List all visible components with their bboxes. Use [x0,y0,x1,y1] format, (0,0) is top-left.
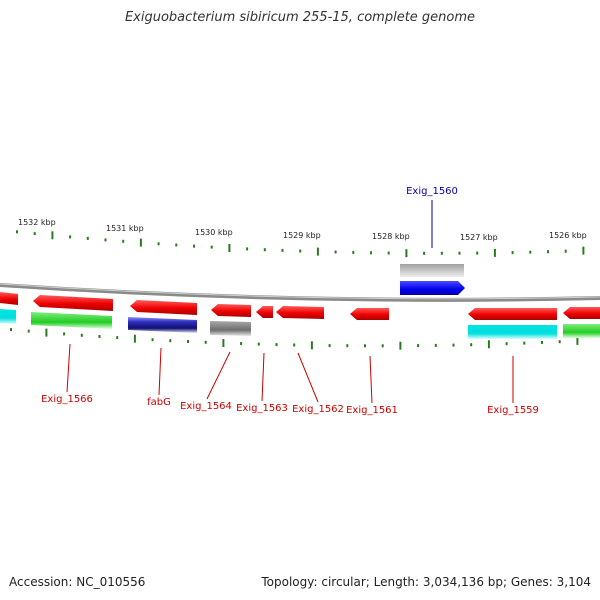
cds-exig-1559[interactable] [468,308,557,320]
tick-label-1526: 1526 kbp [549,231,587,240]
cds-exig-1566[interactable] [33,295,113,311]
cds-left-edge[interactable] [0,292,18,305]
tick-label-1527: 1527 kbp [460,233,498,242]
outer-ticks [16,230,585,258]
genome-summary-text: Topology: circular; Length: 3,034,136 bp… [261,575,591,589]
tick-label-1530: 1530 kbp [195,228,233,237]
cds-fabg[interactable] [130,300,197,315]
cds-exig-1561[interactable] [350,308,389,320]
gene-label-exig-1563: Exig_1563 [236,403,288,414]
track-right-edge-green [563,324,600,338]
tick-label-1531: 1531 kbp [106,224,144,233]
track-left-edge-cyan [0,309,16,324]
track-fabg-navy [128,317,197,333]
gene-label-exig-1566: Exig_1566 [41,394,93,405]
accession-text: Accession: NC_010556 [9,575,146,589]
tick-label-1528: 1528 kbp [372,232,410,241]
leader-exig-1563 [261,352,265,402]
cds-exig-1563[interactable] [256,306,273,318]
cds-right-edge[interactable] [563,307,600,319]
gene-label-exig-1562: Exig_1562 [292,404,344,415]
cds-exig-1562[interactable] [276,306,324,319]
feature-exig-1560-gray[interactable] [400,264,464,277]
gene-label-exig-1564: Exig_1564 [180,401,232,412]
genome-backbone-highlight [0,283,600,300]
leader-fabg [158,347,162,396]
leader-exig-1566 [66,343,71,393]
cds-exig-1564[interactable] [211,304,251,317]
leader-exig-1562 [297,352,319,403]
track-exig-1566-green [31,312,112,329]
map-title: Exiguobacterium sibiricum 255-15, comple… [124,10,476,25]
genome-backbone [0,283,600,302]
inner-ticks [10,328,579,350]
gene-label-exig-1560: Exig_1560 [406,186,458,197]
track-exig-1564-gray [210,321,251,336]
gene-label-fabg: fabG [147,397,171,408]
track-exig-1559-cyan [468,325,557,339]
leader-exig-1564 [206,351,231,400]
gene-label-exig-1559: Exig_1559 [487,405,539,416]
tick-label-1529: 1529 kbp [283,231,321,240]
tick-label-1532: 1532 kbp [18,218,56,227]
leader-lines [66,343,514,404]
gene-label-exig-1561: Exig_1561 [346,405,398,416]
cds-exig-1560[interactable] [400,281,465,295]
leader-exig-1561 [369,355,373,404]
